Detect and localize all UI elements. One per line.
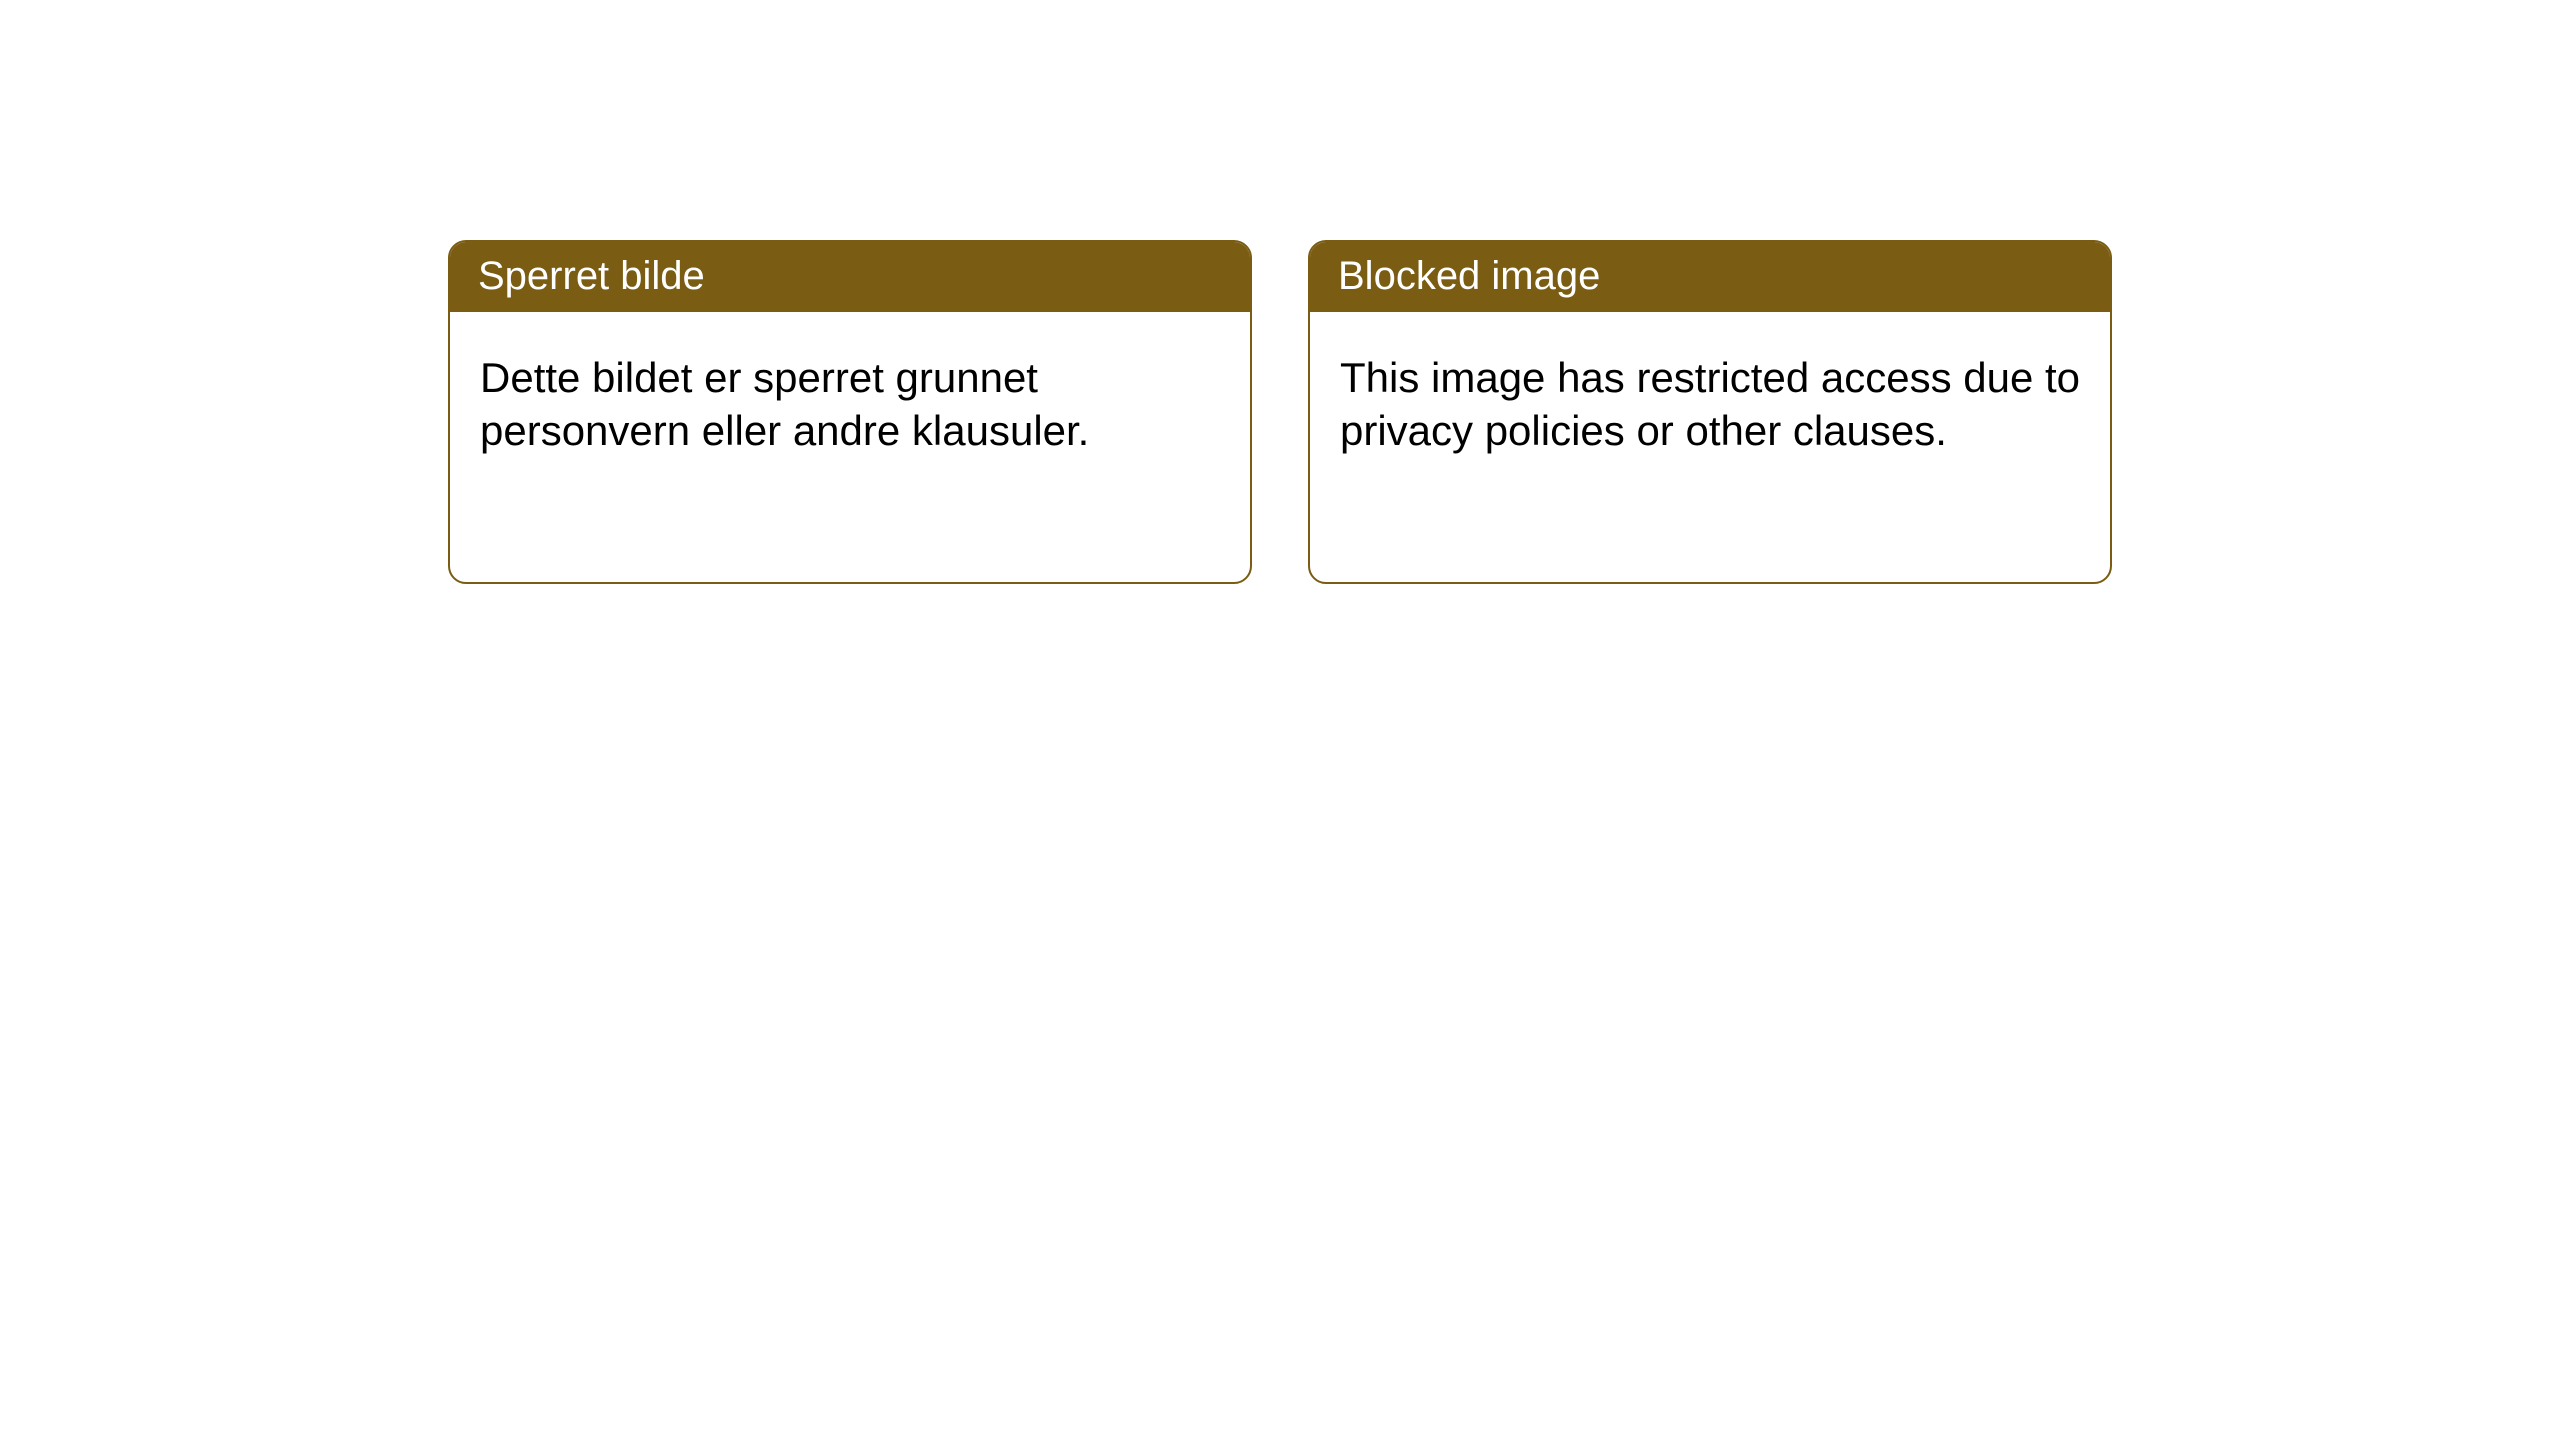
card-title: Blocked image — [1338, 254, 1600, 298]
card-header: Sperret bilde — [450, 242, 1250, 312]
card-body-text: This image has restricted access due to … — [1340, 354, 2080, 454]
card-body-text: Dette bildet er sperret grunnet personve… — [480, 354, 1089, 454]
card-body: This image has restricted access due to … — [1310, 312, 2110, 582]
blocked-image-card-no: Sperret bilde Dette bildet er sperret gr… — [448, 240, 1252, 584]
card-body: Dette bildet er sperret grunnet personve… — [450, 312, 1250, 582]
card-header: Blocked image — [1310, 242, 2110, 312]
card-title: Sperret bilde — [478, 254, 705, 298]
notice-cards-container: Sperret bilde Dette bildet er sperret gr… — [0, 0, 2560, 584]
blocked-image-card-en: Blocked image This image has restricted … — [1308, 240, 2112, 584]
